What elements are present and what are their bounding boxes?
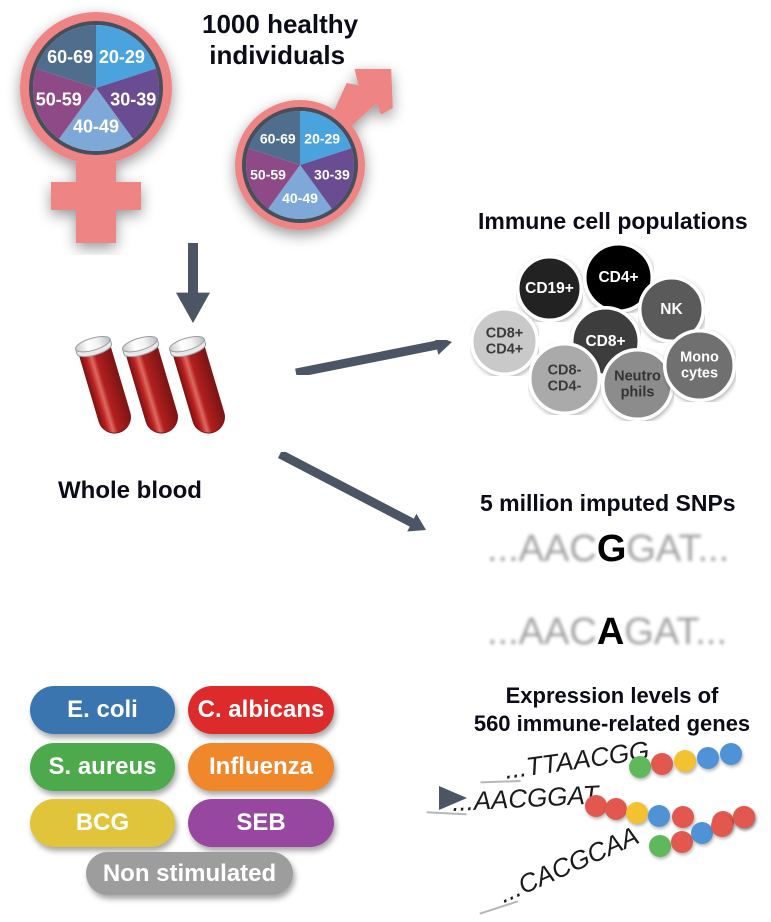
- svg-text:NK: NK: [660, 301, 683, 318]
- svg-text:CD19+: CD19+: [525, 280, 574, 297]
- svg-text:CD4+: CD4+: [486, 342, 523, 358]
- svg-text:30-39: 30-39: [110, 89, 156, 109]
- svg-text:50-59: 50-59: [36, 89, 82, 109]
- svg-text:40-49: 40-49: [73, 116, 119, 136]
- svg-text:60-69: 60-69: [260, 131, 296, 147]
- svg-text:Mono: Mono: [680, 349, 719, 365]
- svg-text:cytes: cytes: [681, 366, 718, 382]
- svg-text:phils: phils: [621, 385, 655, 401]
- svg-text:Neutro: Neutro: [614, 368, 661, 384]
- svg-text:40-49: 40-49: [282, 190, 318, 206]
- svg-text:50-59: 50-59: [250, 167, 286, 183]
- svg-text:30-39: 30-39: [314, 167, 350, 183]
- svg-text:CD8+: CD8+: [486, 325, 523, 341]
- svg-text:20-29: 20-29: [304, 131, 340, 147]
- svg-text:CD4-: CD4-: [548, 379, 582, 395]
- svg-text:20-29: 20-29: [99, 47, 145, 67]
- svg-text:CD8-: CD8-: [548, 362, 582, 378]
- svg-text:60-69: 60-69: [47, 47, 93, 67]
- svg-text:CD4+: CD4+: [598, 269, 638, 286]
